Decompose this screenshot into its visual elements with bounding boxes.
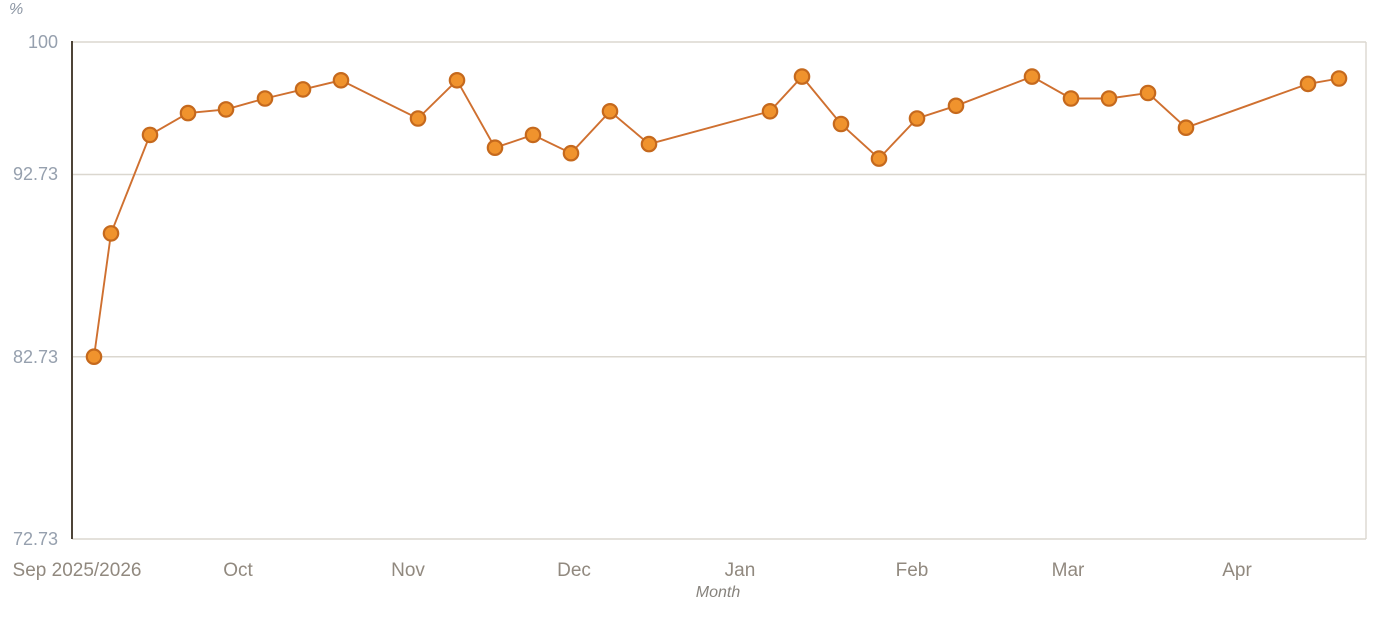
data-point-marker[interactable]	[1139, 84, 1157, 102]
data-point-marker[interactable]	[1062, 90, 1080, 107]
data-point-marker[interactable]	[217, 101, 235, 118]
x-axis-title: Month	[695, 584, 741, 601]
data-point-marker[interactable]	[409, 110, 427, 127]
data-point-marker[interactable]	[908, 110, 926, 127]
data-point-marker[interactable]	[1330, 70, 1348, 87]
data-point-marker[interactable]	[562, 144, 580, 162]
y-axis-tick-label: 72.73	[12, 529, 58, 549]
data-point-marker[interactable]	[256, 90, 274, 107]
data-point-marker[interactable]	[1177, 119, 1195, 136]
data-point-marker[interactable]	[1100, 90, 1118, 107]
data-point-marker[interactable]	[332, 72, 350, 89]
y-axis-unit-label: %	[9, 1, 24, 18]
y-axis-tick-label: 100	[27, 32, 58, 52]
x-axis-month-label: Nov	[391, 560, 425, 581]
data-point-marker[interactable]	[793, 68, 811, 85]
trend-line	[93, 75, 1340, 357]
y-axis-tick-label: 82.73	[12, 346, 58, 367]
x-axis-month-label: Jan	[724, 560, 756, 581]
data-point-marker[interactable]	[524, 126, 542, 144]
data-point-marker[interactable]	[141, 126, 159, 144]
data-point-marker[interactable]	[601, 103, 619, 120]
data-point-marker[interactable]	[102, 225, 120, 242]
x-axis-month-label: Feb	[895, 560, 929, 581]
data-point-marker[interactable]	[1023, 68, 1041, 85]
x-axis-month-label: Apr	[1222, 560, 1252, 581]
data-point-marker[interactable]	[947, 97, 965, 115]
data-point-marker[interactable]	[640, 135, 658, 153]
data-point-marker[interactable]	[870, 150, 888, 167]
data-point-marker[interactable]	[486, 139, 504, 156]
data-point-marker[interactable]	[294, 81, 312, 98]
x-axis-month-label: Mar	[1051, 560, 1085, 581]
data-point-marker[interactable]	[85, 348, 103, 365]
x-axis-month-label: Oct	[223, 560, 253, 581]
x-axis-month-label: Dec	[557, 560, 591, 581]
data-point-marker[interactable]	[1299, 75, 1317, 93]
x-axis-month-label: Sep 2025/2026	[12, 560, 142, 581]
data-point-marker[interactable]	[179, 104, 197, 122]
y-axis-tick-label: 92.73	[12, 164, 58, 185]
data-point-marker[interactable]	[761, 103, 779, 120]
data-point-marker[interactable]	[448, 72, 466, 89]
data-point-marker[interactable]	[832, 115, 850, 133]
